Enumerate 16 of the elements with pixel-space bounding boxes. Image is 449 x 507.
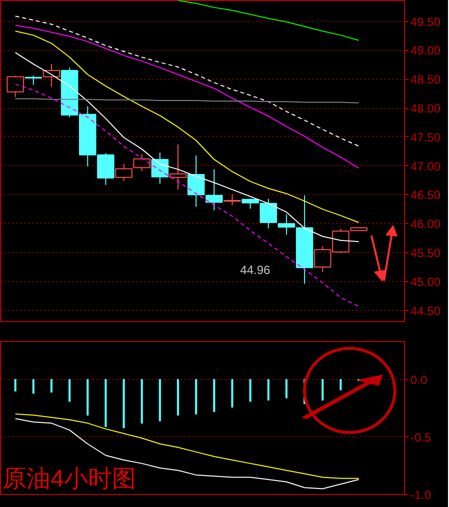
y-tick-label: 48.50 (410, 72, 441, 87)
y-tick-label: 49.00 (410, 44, 441, 58)
y-tick-label: 45.00 (410, 274, 441, 289)
y-tick-label: -1.0 (410, 488, 432, 502)
y-tick-label: 47.50 (410, 130, 441, 144)
y-tick-label: 47.00 (410, 159, 441, 174)
text: 原油4小时图 (2, 466, 136, 492)
y-tick-label: 45.50 (410, 246, 441, 260)
y-tick-label: 46.00 (410, 217, 441, 232)
y-tick-label: 0.0 (410, 372, 428, 387)
y-tick-label: 49.50 (410, 14, 441, 29)
annotation: 44.96 (240, 263, 271, 278)
y-tick-label: 44.50 (410, 304, 441, 318)
y-tick-label: 46.50 (410, 188, 441, 202)
y-tick-label: 48.00 (410, 102, 441, 116)
y-tick-label: -0.5 (410, 430, 432, 444)
